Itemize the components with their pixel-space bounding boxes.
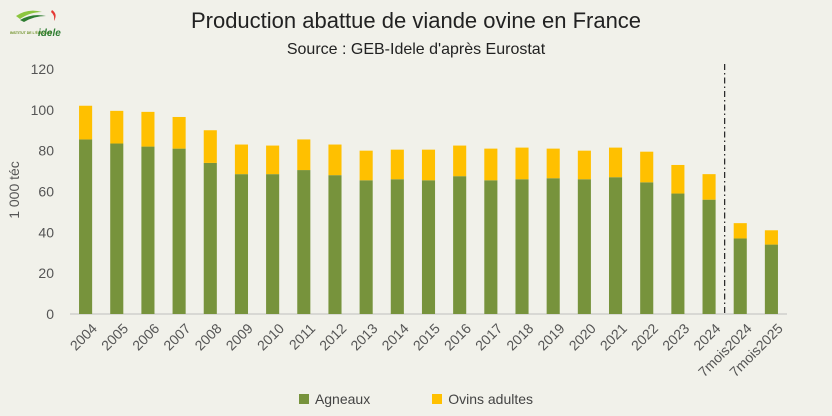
bar-segment-agneaux (515, 179, 529, 314)
bar-segment-ovins-adultes (608, 147, 623, 178)
bar-segment-agneaux (328, 175, 342, 314)
bar-segment-ovins-adultes (266, 145, 280, 175)
bar-segment-ovins-adultes (79, 105, 93, 140)
chart-title: Production abattue de viande ovine en Fr… (190, 8, 642, 33)
bar-segment-ovins-adultes (577, 150, 591, 180)
x-tick-label: 2004 (67, 320, 100, 353)
bar-segment-agneaux (203, 162, 217, 314)
bar-segment-ovins-adultes (453, 145, 467, 177)
bar-segment-ovins-adultes (515, 147, 529, 180)
legend-swatch-agneaux (298, 394, 309, 404)
x-tick-label: 2014 (378, 320, 411, 353)
y-tick-label: 80 (38, 143, 54, 159)
bar-segment-agneaux (484, 180, 498, 314)
y-tick-label: 40 (38, 224, 54, 240)
bar-segment-ovins-adultes (359, 150, 373, 181)
x-axis: 2004200520062007200820092010201120122013… (67, 320, 786, 380)
legend: Agneaux Ovins adultes (0, 391, 832, 407)
bar-segment-agneaux (577, 179, 591, 314)
x-tick-label: 2007 (160, 320, 193, 353)
idele-logo: INSTITUT DE L'ÉLEVAGE idele (10, 10, 61, 39)
bar-segment-ovins-adultes (234, 144, 249, 175)
y-tick-label: 20 (38, 265, 54, 281)
bars (79, 64, 778, 314)
logo-tagline: INSTITUT DE L'ÉLEVAGE (10, 30, 53, 35)
x-tick-label: 2017 (472, 320, 505, 353)
bar-segment-agneaux (733, 238, 747, 314)
bar-segment-ovins-adultes (484, 148, 498, 181)
bar-segment-agneaux (172, 148, 186, 314)
x-tick-label: 2012 (316, 320, 349, 353)
bar-segment-agneaux (453, 176, 467, 314)
bar-segment-ovins-adultes (421, 149, 436, 181)
bar-segment-agneaux (390, 179, 404, 314)
bar-segment-ovins-adultes (764, 230, 778, 245)
bar-segment-ovins-adultes (172, 116, 186, 149)
bar-segment-agneaux (608, 177, 623, 314)
x-tick-label: 2022 (628, 320, 661, 353)
bar-segment-agneaux (421, 180, 436, 314)
bar-segment-ovins-adultes (297, 139, 311, 171)
x-tick-label: 2019 (534, 320, 567, 353)
bar-segment-ovins-adultes (702, 174, 716, 200)
bar-segment-agneaux (79, 139, 93, 314)
bar-segment-ovins-adultes (141, 111, 155, 147)
bar-segment-agneaux (546, 178, 560, 314)
x-tick-label: 2021 (597, 320, 630, 353)
bar-segment-agneaux (702, 199, 716, 314)
bar-segment-agneaux (141, 146, 155, 314)
x-tick-label: 2020 (566, 320, 599, 353)
legend-label-ovins-adultes: Ovins adultes (448, 391, 534, 407)
bar-segment-ovins-adultes (328, 144, 342, 176)
bar-segment-agneaux (234, 174, 249, 314)
y-tick-label: 100 (31, 102, 55, 118)
x-tick-label: 2015 (410, 320, 443, 353)
y-tick-label: 0 (46, 306, 54, 322)
bar-segment-ovins-adultes (546, 148, 560, 179)
bar-segment-agneaux (266, 174, 280, 314)
logo-wordmark: idele (38, 28, 61, 39)
bar-segment-ovins-adultes (390, 149, 404, 180)
x-tick-label: 2016 (441, 320, 474, 353)
bar-segment-ovins-adultes (110, 110, 124, 144)
bar-segment-agneaux (359, 180, 373, 314)
legend-swatch-ovins-adultes (432, 394, 443, 404)
bar-segment-ovins-adultes (203, 130, 217, 163)
bar-segment-agneaux (110, 143, 124, 314)
bar-segment-agneaux (297, 170, 311, 314)
x-tick-label: 2023 (659, 320, 692, 353)
bar-segment-ovins-adultes (733, 223, 747, 239)
legend-item-ovins-adultes: Ovins adultes (432, 391, 533, 407)
x-tick-label: 2010 (254, 320, 287, 353)
legend-item-agneaux: Agneaux (298, 391, 371, 407)
x-tick-label: 2013 (347, 320, 380, 353)
bar-segment-agneaux (671, 193, 685, 314)
x-tick-label: 2018 (503, 320, 536, 353)
chart-subtitle: Source : GEB-Idele d'après Eurostat (286, 41, 546, 58)
x-tick-label: 2009 (223, 320, 256, 353)
x-tick-label: 2011 (286, 320, 319, 353)
y-tick-label: 120 (31, 61, 55, 77)
legend-label-agneaux: Agneaux (314, 391, 371, 407)
y-axis-label: 1 000 téc (6, 161, 22, 219)
x-tick-label: 2006 (129, 320, 162, 353)
bar-segment-agneaux (640, 182, 654, 314)
x-tick-label: 2005 (98, 320, 131, 353)
y-tick-label: 60 (38, 184, 54, 200)
bar-segment-ovins-adultes (671, 164, 685, 194)
x-tick-label: 2008 (191, 320, 224, 353)
bar-segment-ovins-adultes (640, 151, 654, 183)
bar-segment-agneaux (764, 244, 778, 314)
